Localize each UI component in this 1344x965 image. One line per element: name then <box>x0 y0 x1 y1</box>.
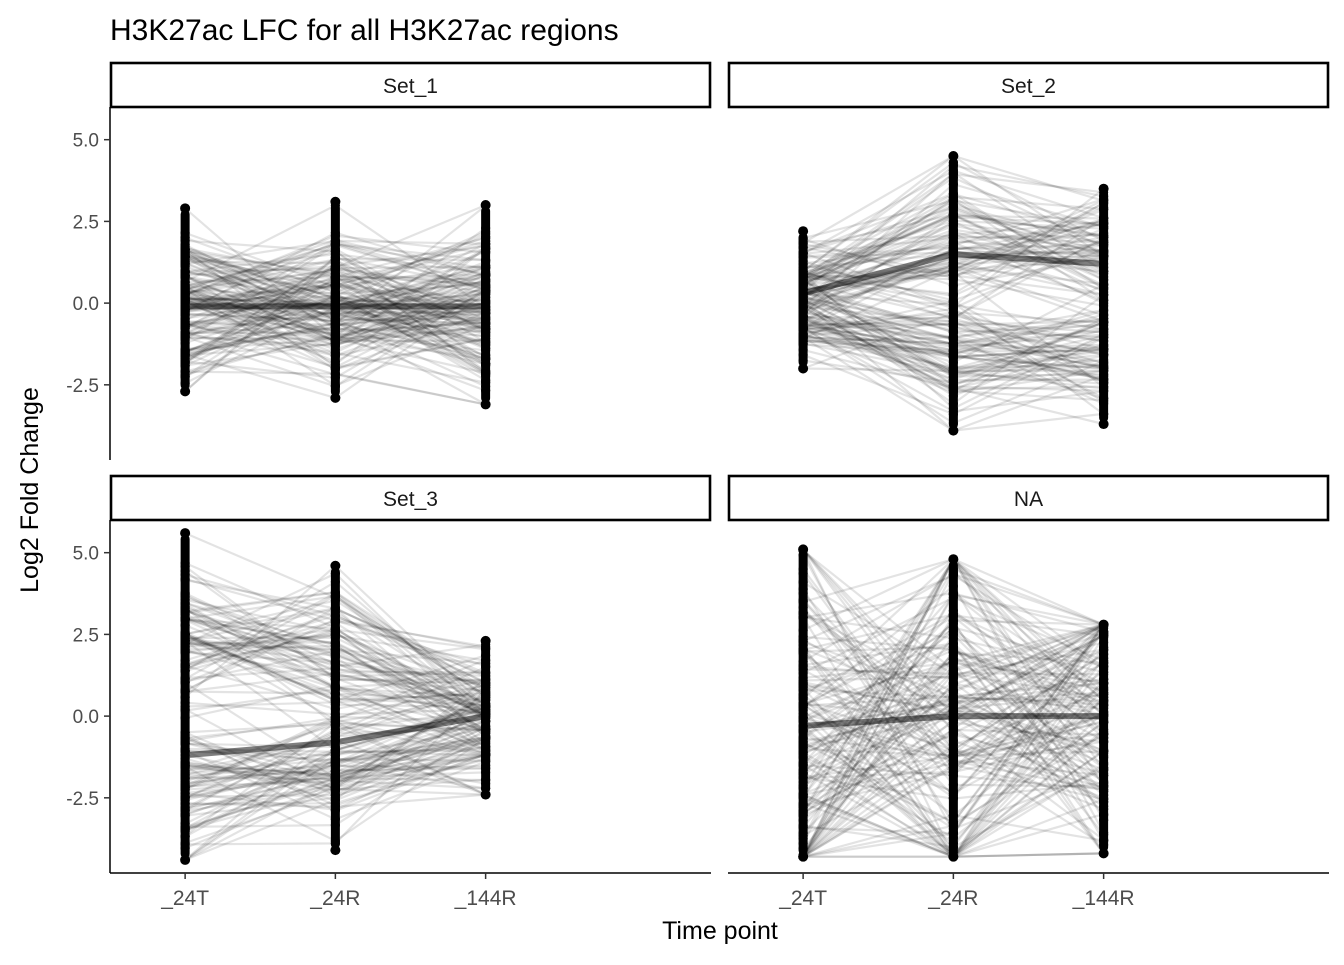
facet-strip <box>109 61 712 109</box>
data-point-min <box>948 851 959 862</box>
data-point-min <box>948 425 959 436</box>
y-axis-label: Log2 Fold Change <box>16 387 44 593</box>
data-point-min <box>480 399 491 410</box>
data-point-max <box>480 200 491 211</box>
y-tick-label: 5.0 <box>73 544 99 565</box>
data-point-min <box>798 363 809 374</box>
data-point-min <box>180 386 191 397</box>
data-point-max <box>480 635 491 646</box>
data-point-min <box>1098 848 1109 859</box>
y-tick-label: 2.5 <box>73 625 99 646</box>
x-axis-label: Time point <box>662 917 778 945</box>
data-point-min <box>330 392 341 403</box>
chart-title: H3K27ac LFC for all H3K27ac regions <box>110 14 619 47</box>
data-point-max <box>180 203 191 214</box>
data-point-max <box>1098 183 1109 194</box>
y-tick-label: -2.5 <box>66 376 99 397</box>
y-tick-label: 5.0 <box>73 131 99 152</box>
data-point-min <box>798 851 809 862</box>
facet-strip <box>727 474 1330 522</box>
y-tick-label: 2.5 <box>73 212 99 233</box>
facet-strip <box>109 474 712 522</box>
y-tick-label: -2.5 <box>66 789 99 810</box>
facet-strip-label: Set_3 <box>383 488 438 511</box>
data-point-max <box>330 196 341 207</box>
data-point-max <box>1098 619 1109 630</box>
y-tick-label: 0.0 <box>73 707 99 728</box>
data-point-min <box>330 845 341 856</box>
trajectory-points <box>180 196 491 410</box>
data-point-max <box>798 544 809 555</box>
facet-strip-label: Set_1 <box>383 75 438 98</box>
x-tick-label: _24T <box>778 887 827 910</box>
data-point-max <box>798 226 809 237</box>
trajectory-points <box>798 544 1109 862</box>
x-tick-label: _144R <box>454 887 517 910</box>
facet-strip-label: NA <box>1014 488 1043 511</box>
data-point-min <box>1098 419 1109 430</box>
data-point-min <box>180 854 191 865</box>
x-tick-label: _144R <box>1072 887 1135 910</box>
data-point-max <box>948 554 959 565</box>
x-tick-label: _24R <box>927 887 978 910</box>
panel-set-1: Set_1 5.0 2.5 0.0 -2.5 <box>66 61 712 460</box>
x-tick-label: _24R <box>309 887 360 910</box>
facet-panels: Set_1 5.0 2.5 0.0 -2.5 Set_2 Set_3 5.0 2.5 0.0 -2.… <box>66 61 1330 910</box>
facet-strip-label: Set_2 <box>1001 75 1056 98</box>
panel-na: NA _24T _24R _144R <box>727 474 1330 910</box>
data-point-max <box>330 560 341 571</box>
panel-set-2: Set_2 <box>727 61 1330 436</box>
panel-set-3: Set_3 5.0 2.5 0.0 -2.5 _24T _24R _144R <box>66 474 712 910</box>
data-point-max <box>180 528 191 539</box>
facet-strip <box>727 61 1330 109</box>
y-tick-label: 0.0 <box>73 294 99 315</box>
data-point-max <box>948 151 959 162</box>
trajectory-points <box>798 151 1109 436</box>
data-point-min <box>480 789 491 800</box>
x-tick-label: _24T <box>160 887 209 910</box>
trajectory-points <box>180 528 491 865</box>
